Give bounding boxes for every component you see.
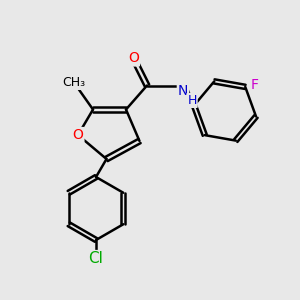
Text: O: O [128,52,139,65]
Text: O: O [73,128,83,142]
Text: H: H [187,94,197,107]
Text: N: N [178,84,188,98]
Text: F: F [251,78,259,92]
Text: Cl: Cl [88,251,104,266]
Text: CH₃: CH₃ [62,76,85,89]
